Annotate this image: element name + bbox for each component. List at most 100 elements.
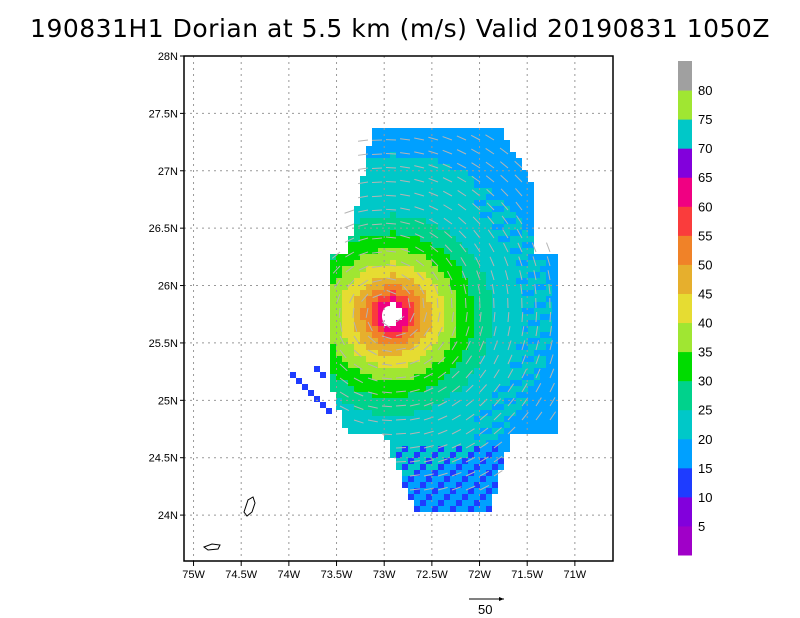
wind-cell: [414, 284, 420, 290]
wind-cell: [432, 440, 438, 446]
wind-vector: [507, 354, 513, 365]
wind-cell: [480, 272, 486, 278]
wind-cell: [450, 140, 456, 146]
wind-cell: [432, 146, 438, 152]
colorbar-segment: [678, 496, 692, 527]
wind-cell: [372, 206, 378, 212]
wind-cell: [378, 278, 384, 284]
wind-cell: [402, 146, 408, 152]
wind-cell: [474, 410, 480, 416]
wind-cell: [390, 206, 396, 212]
wind-cell: [390, 230, 396, 236]
wind-cell: [444, 308, 450, 314]
wind-cell: [342, 386, 348, 392]
wind-cell: [498, 326, 504, 332]
wind-cell: [378, 284, 384, 290]
wind-cell: [378, 194, 384, 200]
wind-cell: [462, 320, 468, 326]
wind-cell: [432, 422, 438, 428]
wind-cell: [504, 422, 510, 428]
wind-cell: [546, 368, 552, 374]
wind-cell: [408, 260, 414, 266]
wind-cell: [408, 158, 414, 164]
wind-cell: [438, 158, 444, 164]
wind-vector: [437, 415, 448, 421]
colorbar-segment: [678, 264, 692, 294]
wind-cell: [516, 212, 522, 218]
wind-vector: [381, 321, 391, 329]
wind-cell: [420, 314, 426, 320]
wind-vector: [423, 372, 434, 379]
wind-cell: [366, 146, 372, 152]
wind-cell: [450, 182, 456, 188]
wind-vector: [546, 242, 551, 253]
wind-cell: [390, 392, 396, 398]
wind-cell: [504, 350, 510, 356]
wind-cell: [540, 296, 546, 302]
wind-cell: [396, 326, 402, 332]
wind-cell: [486, 332, 492, 338]
wind-cell: [384, 284, 390, 290]
wind-cell: [456, 236, 462, 242]
wind-cell: [486, 290, 492, 296]
wind-cell: [450, 404, 456, 410]
wind-cell: [516, 344, 522, 350]
wind-cell: [462, 470, 468, 476]
wind-cell: [450, 446, 456, 452]
wind-cell: [498, 170, 504, 176]
wind-vector: [451, 355, 459, 365]
wind-cell: [414, 290, 420, 296]
wind-cell: [366, 260, 372, 266]
wind-cell: [432, 218, 438, 224]
wind-cell: [504, 224, 510, 230]
wind-cell: [372, 296, 378, 302]
wind-cell: [354, 368, 360, 374]
wind-cell: [540, 326, 546, 332]
wind-vector: [422, 298, 425, 309]
wind-cell: [330, 344, 336, 350]
wind-cell: [510, 338, 516, 344]
wind-cell: [384, 332, 390, 338]
wind-vector: [338, 307, 341, 319]
wind-cell: [504, 368, 510, 374]
wind-cell: [480, 482, 486, 488]
wind-cell: [516, 308, 522, 314]
wind-cell: [552, 260, 558, 266]
wind-cell: [402, 218, 408, 224]
wind-cell: [462, 488, 468, 494]
wind-cell: [384, 260, 390, 266]
wind-cell: [480, 374, 486, 380]
wind-cell: [330, 302, 336, 308]
wind-cell: [354, 314, 360, 320]
wind-cell: [450, 488, 456, 494]
wind-cell: [378, 224, 384, 230]
wind-cell: [450, 194, 456, 200]
wind-cell: [456, 374, 462, 380]
wind-vector: [535, 311, 538, 323]
wind-cell: [414, 158, 420, 164]
wind-vector: [507, 311, 510, 323]
wind-vector: [493, 311, 496, 323]
wind-cell: [492, 254, 498, 260]
wind-cell: [414, 350, 420, 356]
wind-cell: [492, 380, 498, 386]
wind-vector: [395, 315, 405, 323]
wind-cell: [528, 320, 534, 326]
wind-cell: [390, 152, 396, 158]
wind-cell: [378, 176, 384, 182]
wind-cell: [432, 302, 438, 308]
wind-cell: [414, 254, 420, 260]
wind-cell: [450, 434, 456, 440]
reference-vector: 50: [469, 597, 504, 617]
wind-cell: [480, 170, 486, 176]
coastline: [202, 496, 256, 551]
wind-cell: [474, 404, 480, 410]
wind-cell: [384, 386, 390, 392]
wind-cell: [366, 416, 372, 422]
wind-cell: [480, 326, 486, 332]
colorbar-label: 5: [698, 519, 705, 534]
wind-cell: [480, 380, 486, 386]
wind-cell: [384, 224, 390, 230]
wind-cell: [438, 260, 444, 266]
wind-cell: [432, 350, 438, 356]
